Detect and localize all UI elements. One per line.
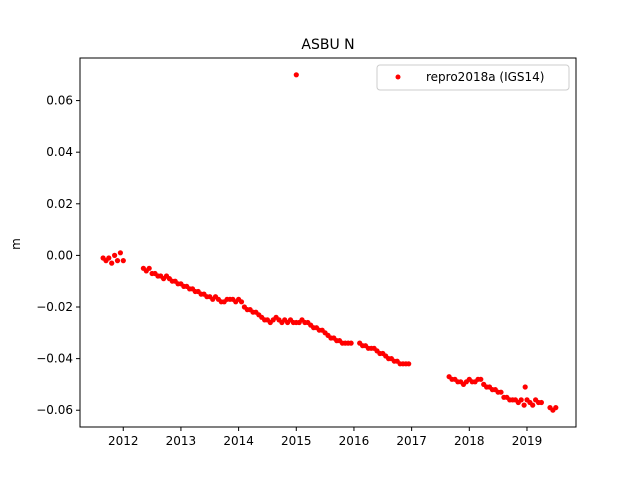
y-tick-label: 0.04 [46,145,73,159]
x-tick-label: 2013 [166,434,197,448]
y-tick-label: 0.02 [46,197,73,211]
data-point [106,255,112,261]
data-point [112,252,118,258]
y-tick-label: 0.00 [46,248,73,262]
data-point [117,250,123,256]
y-axis: −0.06 −0.04 −0.02 0.00 0.02 0.04 0.06 [36,94,80,417]
data-point [521,402,527,408]
x-tick-label: 2012 [108,434,139,448]
data-point [498,389,504,395]
y-tick-label: −0.04 [36,352,73,366]
x-tick-label: 2019 [512,434,543,448]
chart-title: ASBU N [301,37,354,53]
plot-area-frame [79,57,577,428]
data-point [538,399,545,406]
data-point [522,384,528,390]
data-point [518,397,524,403]
data-point [146,265,152,271]
data-point [120,258,126,264]
data-point [478,376,484,382]
data-points [100,72,559,413]
x-axis: 2012 2013 2014 2015 2016 2017 2018 2019 [108,427,542,448]
x-tick-label: 2017 [396,434,427,448]
y-tick-label: −0.02 [36,300,73,314]
y-tick-label: 0.06 [46,94,73,108]
data-point [293,72,299,78]
legend-box [376,64,570,91]
legend-entry-label: repro2018a (IGS14) [426,70,544,84]
data-point [530,402,536,408]
x-tick-label: 2016 [339,434,370,448]
legend: repro2018a (IGS14) [376,64,570,91]
data-point [109,260,115,266]
y-tick-label: −0.06 [36,403,73,417]
data-point [238,299,245,305]
data-point [348,340,354,346]
data-point [553,405,559,411]
data-point [114,258,121,264]
data-point [406,361,412,367]
x-tick-label: 2018 [454,434,485,448]
legend-marker [395,74,401,80]
x-tick-label: 2015 [281,434,312,448]
x-tick-label: 2014 [223,434,254,448]
y-axis-label: m [9,238,23,250]
